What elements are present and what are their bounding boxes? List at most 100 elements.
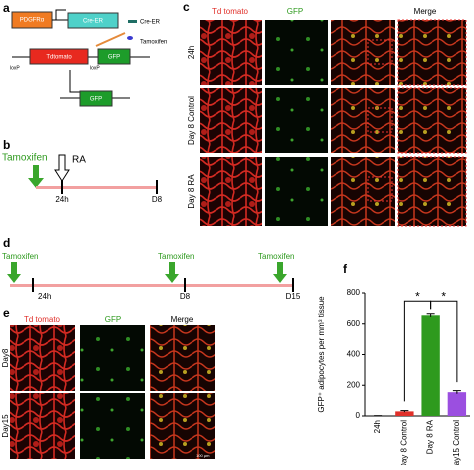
- bar: [395, 411, 414, 416]
- y-tick-label: 600: [347, 319, 361, 328]
- micrograph: [150, 325, 215, 391]
- column-header: Merge: [171, 315, 194, 324]
- tamoxifen: Tamoxifen: [140, 40, 167, 46]
- y-axis-label: GFP⁺ adipocytes per mm³ tissue: [317, 296, 326, 413]
- zoom-box: [367, 107, 393, 133]
- promoter: PDGFRα: [20, 18, 45, 24]
- micrograph: [265, 157, 328, 226]
- bar: [421, 315, 440, 416]
- micrograph: [398, 88, 466, 153]
- arrow: [7, 262, 287, 283]
- micrograph: [398, 157, 466, 226]
- y-tick-label: 400: [347, 350, 361, 359]
- tamoxifen: Tamoxifen: [158, 252, 194, 261]
- column-header: Td tomato: [212, 7, 249, 16]
- panel-label: e: [3, 306, 10, 320]
- micrograph: [265, 20, 328, 85]
- row-label: Day15: [1, 414, 10, 438]
- zoom-frame: [397, 19, 467, 86]
- panel-e: e Td tomato GFP Merge Day8 Day15 100 μm: [1, 306, 215, 459]
- panel-b: b Tamoxifen RA 24h D8: [2, 138, 163, 204]
- bar: [447, 392, 467, 416]
- zoom-frame: [397, 156, 467, 227]
- column-header: Merge: [414, 7, 437, 16]
- micrograph: [10, 393, 75, 459]
- timeline: [10, 284, 294, 287]
- gfp: GFP: [108, 55, 120, 61]
- cre-box: [67, 12, 119, 29]
- arrow: [28, 165, 44, 188]
- panel-a: a PDGFRα Cre-ER Cre-ER Tamoxifen Tdtomat…: [3, 1, 167, 107]
- panel-d: d Tamoxifen Tamoxifen Tamoxifen 24h D8 D…: [2, 236, 301, 301]
- timeline-tick: [32, 278, 294, 292]
- cre-legend-icon: [128, 20, 137, 23]
- annotation: *: [441, 289, 446, 303]
- arrow: [69, 70, 82, 93]
- gfp-box: [97, 48, 131, 65]
- x-tick-label: Day 8 Control: [399, 420, 408, 465]
- x-tick-label: 24h: [373, 420, 382, 433]
- y-tick-label: 800: [347, 288, 361, 297]
- gfp-box: [79, 90, 113, 107]
- zoom-frame: [397, 87, 467, 154]
- arrow: [95, 32, 126, 47]
- gfp-result: GFP: [90, 97, 102, 103]
- micrograph: [80, 393, 145, 459]
- tdtomato: Tdtomato: [46, 55, 72, 61]
- bracket: [430, 300, 458, 383]
- micrograph: [150, 393, 215, 459]
- micrograph: [10, 325, 75, 391]
- arrow: [54, 154, 70, 182]
- micrograph: [331, 88, 395, 153]
- column-header: GFP: [105, 315, 121, 324]
- column-header: GFP: [287, 7, 303, 16]
- panel-label: a: [3, 1, 10, 15]
- cre: Cre-ER: [83, 19, 104, 25]
- timeline-tick: [61, 180, 158, 194]
- ra: RA: [72, 155, 86, 166]
- micrograph: [398, 20, 466, 85]
- row-label: Day 8 RA: [187, 174, 196, 209]
- micrograph: [200, 157, 262, 226]
- tamoxifen: Tamoxifen: [2, 153, 48, 164]
- tamoxifen-icon: [127, 36, 133, 40]
- zoom-box: [367, 39, 393, 65]
- timeline: [36, 186, 158, 189]
- micrograph: [80, 325, 145, 391]
- panel-label: d: [3, 236, 10, 250]
- panel-c: c Td tomato GFP Merge 24h Day 8 Control Day 8…: [183, 0, 467, 227]
- micrograph: [200, 20, 262, 85]
- row-label: Day 8 Control: [187, 96, 196, 145]
- time: D15: [286, 292, 301, 301]
- panel-f: f 0 200 400 600 800 GFP⁺ adipocytes per mm³ t…: [317, 262, 470, 470]
- annotation: *: [415, 289, 420, 303]
- panel-label: f: [343, 262, 348, 276]
- x-tick-label: Day15 Control: [452, 420, 461, 465]
- loxp: loxP: [90, 65, 100, 71]
- micrograph: [200, 88, 262, 153]
- time: 24h: [38, 292, 51, 301]
- row-label: 24h: [187, 46, 196, 59]
- row-label: Day8: [1, 348, 10, 367]
- column-header: Td tomato: [24, 315, 61, 324]
- y-tick-label: 200: [347, 380, 361, 389]
- micrograph: [265, 88, 328, 153]
- time: D8: [152, 195, 163, 204]
- loxp: loxP: [10, 65, 20, 71]
- scale-bar: 100 μm: [196, 453, 210, 458]
- micrograph: [331, 20, 395, 85]
- micrograph: [331, 157, 395, 226]
- tamoxifen: Tamoxifen: [2, 252, 38, 261]
- y-tick-label: 0: [356, 411, 361, 420]
- arrow: [52, 9, 68, 21]
- panel-label: c: [183, 0, 190, 14]
- x-tick-label: Day 8 RA: [426, 419, 435, 454]
- time: D8: [180, 292, 191, 301]
- tdtomato-box: [29, 48, 89, 65]
- time: 24h: [55, 195, 68, 204]
- tamoxifen: Tamoxifen: [258, 252, 294, 261]
- panel-label: b: [3, 138, 10, 152]
- zoom-box: [367, 176, 393, 202]
- cre-legend: Cre-ER: [140, 20, 161, 26]
